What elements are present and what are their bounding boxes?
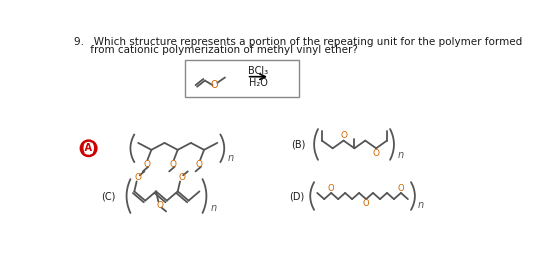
Text: O: O: [328, 184, 334, 193]
Text: O: O: [170, 160, 176, 169]
Text: (A): (A): [80, 143, 97, 153]
Text: n: n: [398, 150, 404, 160]
Text: BCl₃: BCl₃: [248, 66, 268, 75]
Text: n: n: [211, 203, 216, 213]
Text: O: O: [340, 131, 347, 140]
Text: O: O: [135, 173, 142, 182]
Text: O: O: [178, 173, 185, 182]
Text: O: O: [196, 160, 203, 169]
Text: O: O: [372, 149, 380, 158]
Text: n: n: [228, 153, 234, 163]
Text: O: O: [156, 201, 164, 210]
Text: n: n: [418, 200, 424, 210]
Text: O: O: [143, 160, 150, 169]
Text: from cationic polymerization of methyl vinyl ether?: from cationic polymerization of methyl v…: [74, 45, 358, 55]
Text: O: O: [398, 184, 404, 193]
Text: (C): (C): [101, 191, 116, 201]
Text: O: O: [211, 80, 218, 90]
Text: 9.   Which structure represents a portion of the repeating unit for the polymer : 9. Which structure represents a portion …: [74, 37, 522, 47]
Text: O: O: [363, 199, 370, 208]
Text: (B): (B): [291, 139, 306, 149]
FancyBboxPatch shape: [185, 60, 300, 97]
Text: H₂O: H₂O: [249, 78, 268, 88]
Text: (D): (D): [288, 191, 304, 201]
